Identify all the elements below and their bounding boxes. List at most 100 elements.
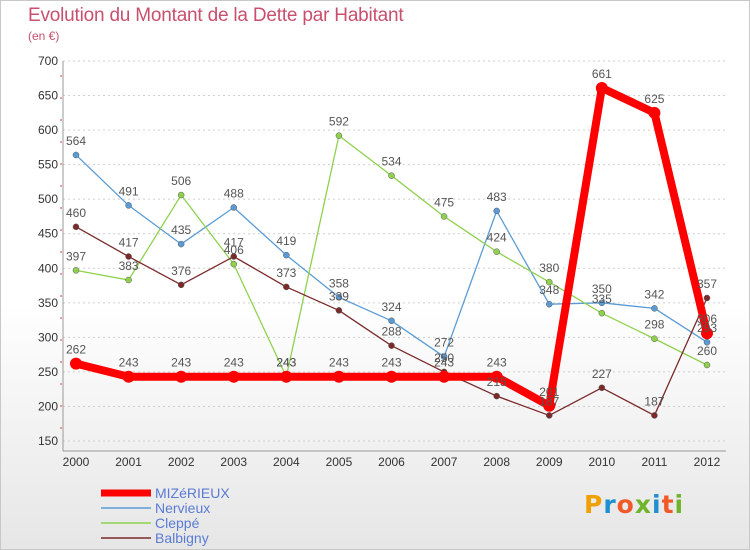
data-label: 358 bbox=[329, 276, 349, 290]
data-point bbox=[595, 81, 608, 94]
data-point bbox=[703, 361, 711, 369]
data-label: 293 bbox=[697, 321, 717, 335]
data-label: 661 bbox=[592, 67, 612, 81]
logo-letter: t bbox=[661, 490, 675, 519]
data-point bbox=[493, 392, 500, 400]
data-point bbox=[703, 294, 711, 302]
logo-letter: i bbox=[674, 490, 685, 519]
data-point bbox=[701, 327, 713, 340]
data-label: 243 bbox=[381, 356, 401, 370]
y-tick-label: 400 bbox=[38, 261, 58, 275]
data-point bbox=[651, 412, 658, 419]
data-point bbox=[388, 342, 395, 349]
data-label: 417 bbox=[119, 236, 139, 250]
x-tick-label: 2000 bbox=[63, 455, 90, 469]
x-tick-label: 2011 bbox=[642, 455, 668, 469]
data-label: 227 bbox=[592, 367, 612, 381]
data-point bbox=[230, 253, 237, 260]
data-label: 215 bbox=[487, 375, 507, 389]
data-label: 534 bbox=[381, 155, 401, 169]
data-point bbox=[543, 399, 556, 412]
data-point bbox=[177, 240, 185, 248]
data-label: 506 bbox=[171, 174, 191, 188]
data-label: 376 bbox=[171, 264, 191, 278]
x-tick-label: 2006 bbox=[378, 455, 405, 469]
data-point bbox=[385, 370, 398, 383]
data-point bbox=[177, 281, 185, 289]
data-point bbox=[175, 370, 188, 383]
data-label: 243 bbox=[276, 356, 296, 370]
data-label: 306 bbox=[697, 312, 717, 326]
data-label: 406 bbox=[224, 243, 244, 257]
x-tick-label: 2007 bbox=[431, 455, 458, 469]
data-point bbox=[230, 204, 237, 211]
data-point bbox=[125, 202, 132, 209]
x-tick-label: 2012 bbox=[694, 455, 721, 469]
data-point bbox=[177, 191, 185, 199]
series-line bbox=[75, 134, 708, 378]
data-point bbox=[598, 309, 606, 317]
data-label: 201 bbox=[539, 385, 559, 399]
x-tick-label: 2001 bbox=[115, 455, 142, 469]
data-point bbox=[125, 253, 132, 260]
data-label: 460 bbox=[66, 206, 86, 220]
data-label: 419 bbox=[276, 234, 296, 248]
x-tick-label: 2004 bbox=[273, 455, 300, 469]
y-tick-label: 700 bbox=[38, 54, 58, 68]
data-label: 417 bbox=[224, 236, 244, 250]
data-label: 243 bbox=[224, 356, 244, 370]
data-label: 475 bbox=[434, 195, 454, 209]
data-point bbox=[335, 307, 343, 314]
data-point bbox=[440, 213, 448, 220]
data-label: 272 bbox=[434, 336, 454, 350]
data-point bbox=[440, 353, 448, 360]
data-point bbox=[493, 207, 500, 215]
data-point bbox=[490, 370, 503, 383]
data-point bbox=[335, 294, 343, 301]
data-point bbox=[72, 267, 80, 274]
data-point bbox=[335, 132, 343, 139]
data-label: 383 bbox=[119, 259, 139, 273]
data-label: 243 bbox=[434, 356, 454, 370]
chart-title: Evolution du Montant de la Dette par Hab… bbox=[28, 5, 404, 26]
data-label: 435 bbox=[171, 223, 191, 237]
data-label: 424 bbox=[487, 231, 507, 245]
proxiti-logo: Proxiti bbox=[584, 490, 684, 519]
logo-letter: i bbox=[652, 490, 662, 519]
data-point bbox=[598, 299, 606, 307]
data-point bbox=[280, 370, 293, 383]
legend-label: Balbigny bbox=[155, 530, 209, 546]
data-label: 348 bbox=[539, 283, 559, 297]
data-label: 373 bbox=[276, 266, 296, 280]
data-point bbox=[651, 305, 658, 312]
logo-letter: P bbox=[584, 490, 604, 519]
y-tick-label: 250 bbox=[38, 365, 58, 379]
y-tick-label: 200 bbox=[38, 399, 58, 413]
y-tick-label: 150 bbox=[38, 434, 58, 448]
data-point bbox=[546, 278, 553, 286]
data-point bbox=[72, 151, 80, 159]
x-tick-label: 2003 bbox=[220, 455, 247, 469]
y-tick-label: 650 bbox=[38, 89, 58, 103]
data-point bbox=[230, 260, 237, 268]
data-label: 335 bbox=[592, 292, 612, 306]
data-label: 350 bbox=[592, 282, 612, 296]
data-point bbox=[546, 300, 553, 308]
data-point bbox=[283, 251, 290, 259]
data-point bbox=[72, 223, 80, 231]
y-tick-label: 450 bbox=[38, 227, 58, 241]
data-point bbox=[546, 412, 553, 419]
legend-label: Cleppé bbox=[155, 515, 200, 531]
data-point bbox=[70, 357, 82, 370]
y-tick-label: 500 bbox=[38, 192, 58, 206]
y-tick-label: 350 bbox=[38, 296, 58, 310]
data-label: 298 bbox=[644, 318, 664, 332]
logo-letter: r bbox=[603, 490, 617, 519]
x-tick-label: 2002 bbox=[168, 455, 195, 469]
data-label: 342 bbox=[644, 287, 664, 301]
data-label: 483 bbox=[487, 190, 507, 204]
data-label: 564 bbox=[66, 134, 86, 148]
y-tick-label: 600 bbox=[38, 123, 58, 137]
